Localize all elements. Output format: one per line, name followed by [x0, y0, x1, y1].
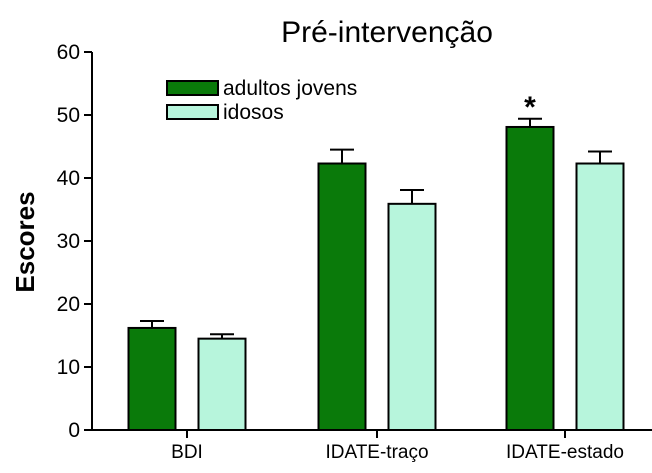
legend-label: idosos — [223, 101, 284, 124]
y-tick-label: 10 — [57, 356, 80, 379]
significance-marker: * — [524, 91, 536, 124]
legend-swatch — [166, 80, 219, 96]
chart-title: Pré-intervenção — [281, 16, 493, 49]
x-categories: BDI IDATE-traço IDATE-estado — [171, 430, 624, 463]
y-tick-label: 60 — [57, 41, 80, 64]
y-tick-label: 40 — [57, 167, 80, 190]
x-tick-label: IDATE-estado — [506, 442, 624, 463]
legend-label: adultos jovens — [223, 77, 357, 100]
y-ticks: 0 10 20 30 40 50 60 — [57, 41, 92, 442]
bar — [317, 162, 367, 431]
bar — [127, 326, 177, 431]
y-tick-label: 50 — [57, 104, 80, 127]
bar — [387, 202, 437, 431]
x-tick-label: IDATE-traço — [325, 442, 428, 463]
bar — [575, 162, 625, 431]
bar — [197, 337, 247, 431]
y-tick-label: 30 — [57, 230, 80, 253]
y-tick-label: 0 — [68, 419, 80, 442]
bars: * — [127, 91, 625, 431]
bar — [505, 125, 555, 431]
y-axis-label: Escores — [10, 191, 40, 292]
legend-swatch — [166, 104, 219, 120]
x-tick-label: BDI — [171, 442, 203, 463]
y-tick-label: 20 — [57, 293, 80, 316]
